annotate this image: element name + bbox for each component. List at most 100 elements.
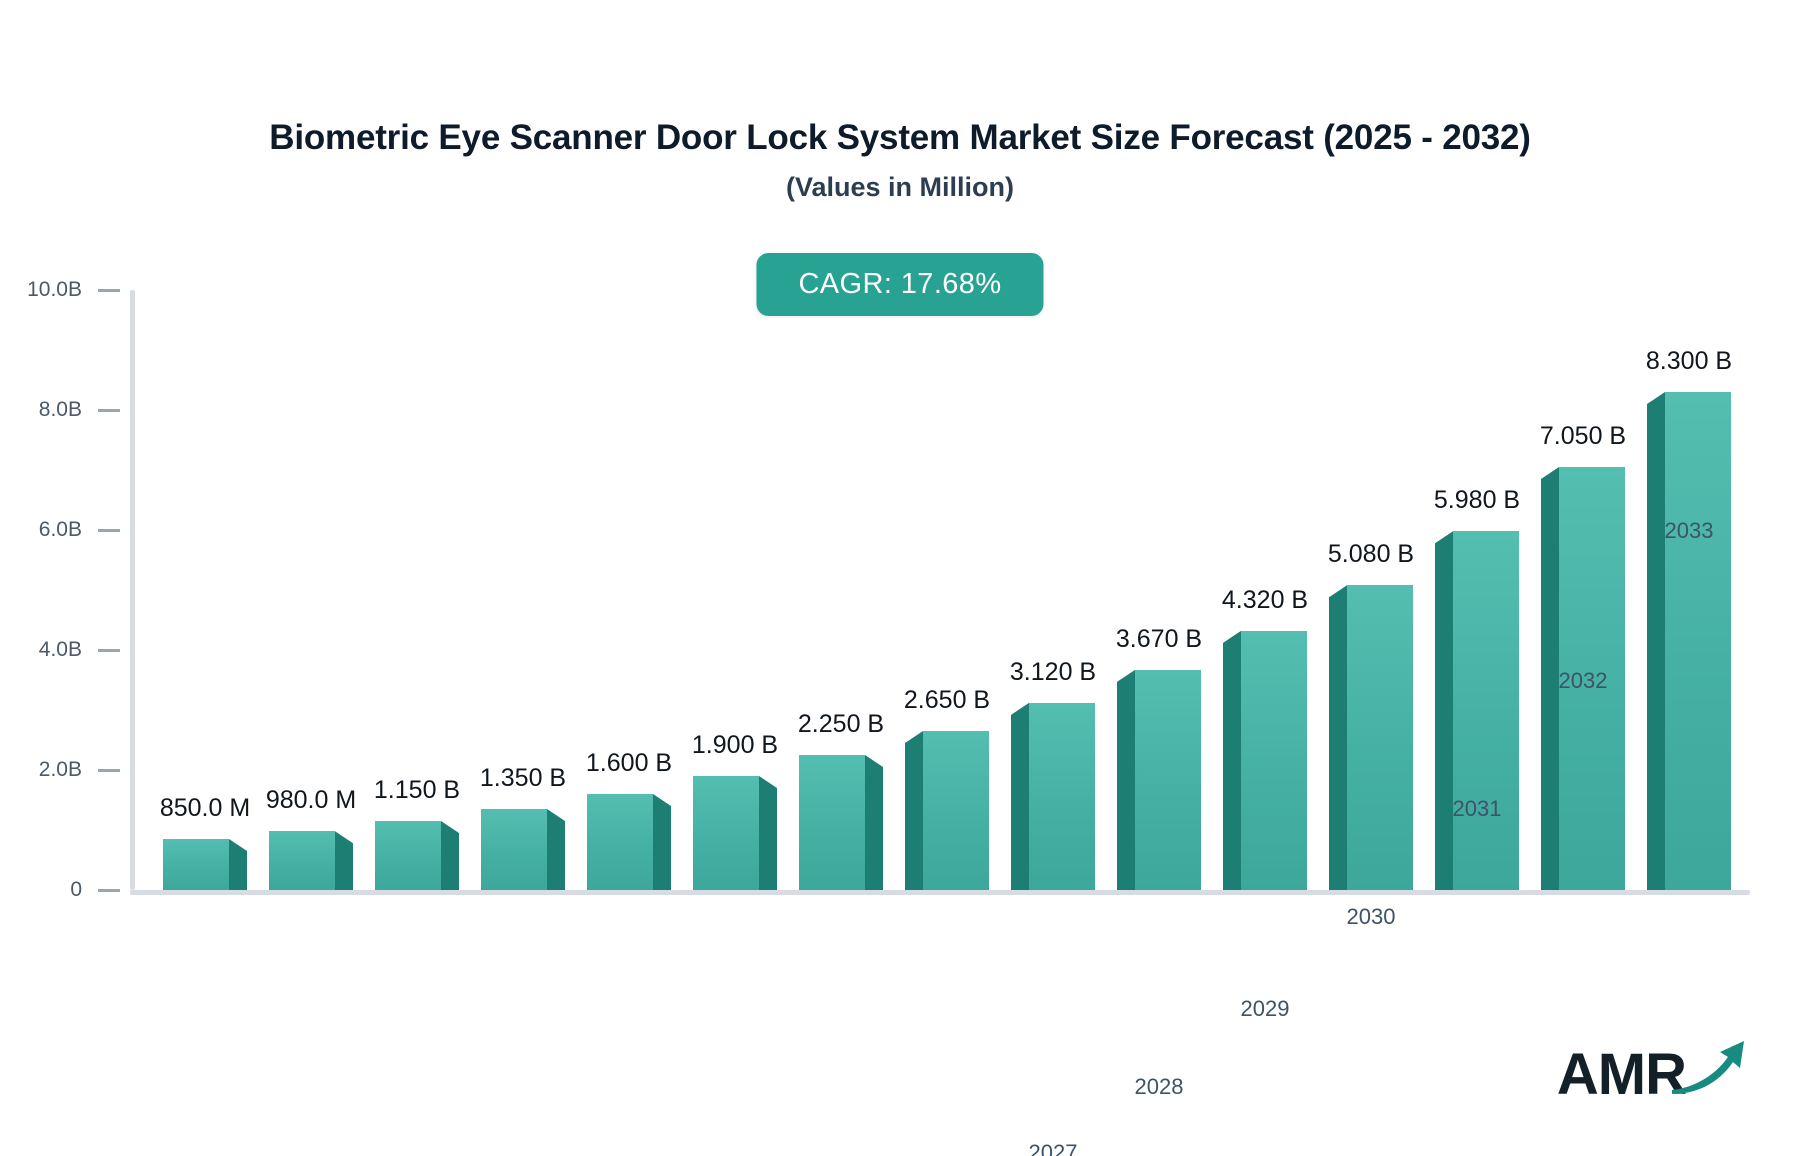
bar-front-face [1135,669,1201,890]
bar-column[interactable]: 7.050 B 2032 [1540,422,1626,890]
bar[interactable] [799,755,883,890]
y-axis-label: 10.0B [27,278,82,301]
bar-value-label: 2.250 B [797,710,885,738]
bar-side-face [1011,702,1029,890]
bar-value-label: 1.600 B [585,749,673,777]
bar-front-face [923,731,989,890]
bar-front-face [587,794,653,890]
bar-column[interactable]: 2.250 B2025 [798,710,884,890]
bar-value-label: 850.0 M [159,794,251,822]
bar-side-face [1329,585,1347,890]
bar-value-label: 5.080 B [1327,540,1415,569]
bar-value-label: 3.120 B [1009,657,1097,686]
bar[interactable] [481,809,565,890]
bar-column[interactable]: 1.900 B2024 [692,731,778,890]
y-axis-tick [98,409,120,412]
y-axis-tick [98,889,120,892]
bar-front-face [163,839,229,890]
bar[interactable] [1011,702,1095,890]
y-axis-label: 2.0B [38,758,82,781]
x-axis-label: 2031 [1452,796,1502,822]
bar-value-label: 7.050 B [1539,422,1627,450]
bar-value-label: 5.980 B [1433,486,1521,515]
bar-side-face [759,776,777,890]
bar-side-face [653,794,671,890]
bar-column[interactable]: 850.0 M2019 [160,794,250,890]
cagr-badge: CAGR: 17.68% [756,253,1044,316]
bar-front-face [1241,630,1307,890]
bar-side-face [547,809,565,890]
bar-side-face [441,821,459,890]
bar-front-face [375,821,441,890]
bar-value-label: 1.150 B [373,776,461,804]
page-title: Biometric Eye Scanner Door Lock System M… [269,118,1531,157]
bar-column[interactable]: 3.120 B 2027 [1010,658,1096,1156]
bar-side-face [229,839,247,890]
bar-front-face [269,831,335,890]
logo-text: AMR [1556,1042,1687,1107]
bar[interactable] [375,821,459,890]
bar-front-face [1665,392,1731,890]
bar[interactable] [163,839,247,890]
bar[interactable] [1329,585,1413,890]
bar[interactable] [1435,531,1519,890]
bar-column[interactable]: 8.300 B 2033 [1646,347,1732,890]
x-axis-label: 2027 [1028,1139,1078,1156]
bar-column[interactable]: 5.980 B 2031 [1434,486,1520,890]
bar-value-label: 2.650 B [903,686,991,714]
bar-side-face [1541,467,1559,890]
y-axis-line [130,290,135,890]
bar-column[interactable]: 1.150 B2021 [374,776,460,890]
bar-front-face [481,809,547,890]
bar-side-face [1117,669,1135,890]
bar[interactable] [269,831,353,890]
bar[interactable] [1117,669,1201,890]
bar-column[interactable]: 2.650 B2026 [904,686,990,890]
bar[interactable] [905,731,989,890]
y-axis-label: 0 [70,878,82,901]
y-axis-tick [98,289,120,292]
bar-column[interactable]: 4.320 B 2029 [1222,586,1308,1021]
bar-value-label: 4.320 B [1221,585,1309,614]
bar-value-label: 1.900 B [691,731,779,759]
bar-side-face [905,731,923,890]
bar-value-label: 1.350 B [479,764,567,792]
bar-column[interactable]: 1.350 B2022 [480,764,566,890]
bar-column[interactable]: 980.0 M2020 [266,786,356,890]
x-axis-label: 2029 [1240,995,1290,1021]
bar[interactable] [693,776,777,890]
bar[interactable] [587,794,671,890]
bar-side-face [1435,531,1453,890]
y-axis-tick [98,769,120,772]
y-axis-label: 4.0B [38,638,82,661]
bar-front-face [1453,531,1519,890]
bar-value-label: 8.300 B [1645,347,1733,375]
bar-side-face [865,755,883,890]
trending-up-arrow-icon [1670,1037,1748,1102]
bar-column[interactable]: 1.600 B2023 [586,749,672,890]
x-axis-line [130,890,1750,895]
bar-side-face [335,831,353,890]
bar[interactable] [1647,392,1731,890]
bar[interactable] [1223,630,1307,890]
y-axis-tick [98,529,120,532]
bar-value-label: 980.0 M [265,786,357,815]
y-axis-tick [98,649,120,652]
bar-side-face [1223,630,1241,890]
bar-value-label: 3.670 B [1115,624,1203,653]
bar-column[interactable]: 3.670 B 2028 [1116,625,1202,1099]
bar-front-face [1029,702,1095,890]
x-axis-label: 2032 [1558,668,1608,693]
bar-column[interactable]: 5.080 B 2030 [1328,540,1414,929]
bar-front-face [799,755,865,890]
page-subtitle: (Values in Million) [785,172,1015,202]
bar-front-face [1347,585,1413,890]
bar-front-face [693,776,759,890]
bar-side-face [1647,392,1665,890]
y-axis-label: 8.0B [38,398,82,421]
bar[interactable] [1541,467,1625,890]
x-axis-label: 2030 [1346,904,1396,930]
amr-logo: AMR [1557,1037,1748,1104]
